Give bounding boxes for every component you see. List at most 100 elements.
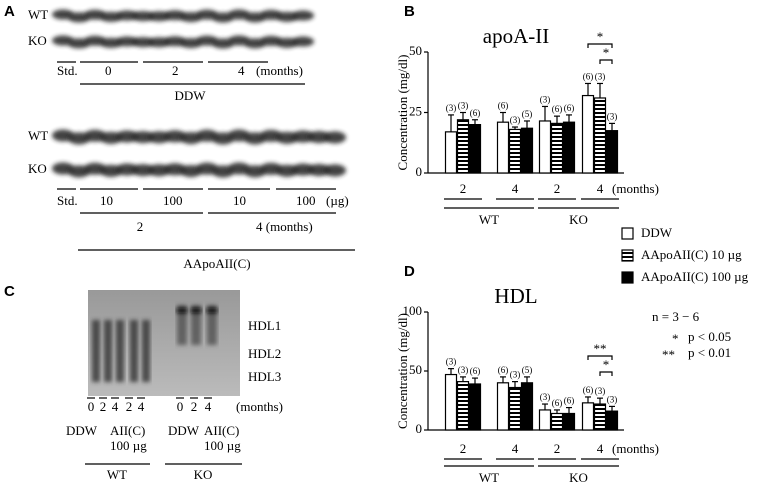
significance-stars: * [603,357,610,372]
gel-well [191,308,201,313]
bar [550,412,564,431]
lane-label: 0 [88,399,95,414]
blot-band [132,11,154,22]
treatment-label: DDW [168,423,200,438]
y-tick-label: 50 [409,43,422,58]
lane-label: 100 [163,193,183,208]
unit-label: (months) [236,399,283,414]
blot-band [116,36,138,47]
bar [468,123,482,174]
group-label: WT [479,212,499,227]
n-label: (3) [510,370,521,380]
bar [550,122,564,174]
bar [444,373,458,431]
x-tick-label: 2 [554,181,561,196]
n-label: (3) [458,101,469,111]
n-label: (3) [607,111,618,121]
n-label: (6) [552,398,563,408]
n-label: (6) [470,108,481,118]
blot-band [292,10,314,21]
n-label: (5) [522,365,533,375]
n-label: (3) [458,365,469,375]
bar [538,409,552,431]
gel-lane [116,320,124,382]
bar [456,381,470,431]
blot-band [308,131,330,144]
legend-swatch [621,249,634,262]
row-label: KO [28,161,47,176]
chart-title: HDL [494,284,537,308]
lane-label: (µg) [326,193,349,208]
n-label: (6) [498,101,509,111]
bar [593,97,607,174]
gel-lane [191,305,201,345]
n-label: (6) [564,396,575,406]
blot-band [148,164,170,177]
significance-stars: ** [594,341,607,356]
significance-bracket [587,355,613,360]
bar [508,386,522,431]
gel-lane [130,320,138,382]
blot-images [52,9,346,396]
lane-label: 0 [105,63,112,78]
n-label: (3) [446,357,457,367]
bar [496,382,510,431]
legend-label: AApoAII(C) 100 µg [641,269,749,284]
group-label: WT [479,470,499,483]
n-label: (3) [510,115,521,125]
month-label: 4 (months) [256,219,313,234]
significance-bracket [587,43,613,48]
significance-stars: * [603,45,610,60]
blot-band [308,164,330,177]
gel-lane [104,320,112,382]
chart-title: apoA-II [483,24,549,48]
x-unit: (months) [612,441,659,456]
group-label: DDW [174,88,206,103]
genotype-label: WT [107,467,127,482]
band-label: HDL1 [248,318,281,333]
gel-lane [207,305,217,345]
lane-label: 10 [233,193,246,208]
bar [605,130,619,174]
bar [562,412,576,431]
x-tick-label: 4 [512,181,519,196]
n-label: (6) [552,104,563,114]
lane-label: 4 [205,399,212,414]
gel-lane [142,320,150,382]
blot-band [116,10,138,21]
bar [508,128,522,174]
lane-label: 2 [191,399,198,414]
n-label: (5) [522,109,533,119]
bar [581,402,595,431]
n-label: (6) [470,366,481,376]
panel-letter: C [4,283,15,300]
lane-label: 4 [112,399,119,414]
lane-label: 100 [296,193,316,208]
n-note: n = 3 − 6 [652,309,700,324]
x-tick-label: 2 [460,441,467,456]
blot-band [324,131,346,144]
n-label: (6) [583,385,594,395]
row-label: KO [28,33,47,48]
x-unit: (months) [612,181,659,196]
bar [520,127,534,174]
y-tick-label: 0 [416,421,423,436]
lane-label: Std. [57,193,78,208]
bar [456,119,470,174]
treatment-label: AII(C) [110,423,145,438]
row-label: WT [28,128,48,143]
n-label: (3) [595,386,606,396]
lane-label: 4 [138,399,145,414]
x-tick-label: 2 [460,181,467,196]
blot-band [116,130,138,143]
panel-letter: B [404,3,415,20]
n-label: (3) [607,394,618,404]
blot-band [148,131,170,144]
star-key: ** [662,347,675,362]
treatment-label: DDW [66,423,98,438]
n-label: (6) [564,103,575,113]
blot-band [116,163,138,176]
panel-letter: D [404,263,415,280]
lane-label: 10 [100,193,113,208]
